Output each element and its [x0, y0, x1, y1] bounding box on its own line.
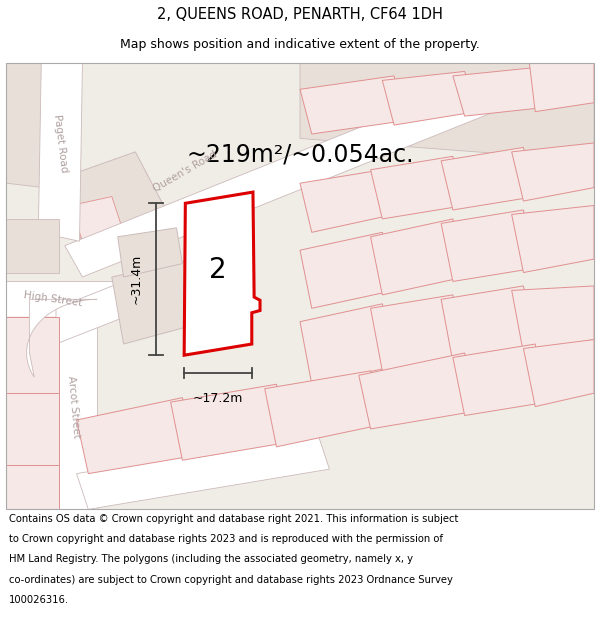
Polygon shape: [56, 281, 136, 344]
Text: Arcot Street: Arcot Street: [66, 375, 82, 438]
Polygon shape: [77, 433, 329, 509]
Polygon shape: [71, 196, 124, 241]
Polygon shape: [6, 62, 594, 509]
Polygon shape: [523, 339, 594, 407]
Text: ~17.2m: ~17.2m: [193, 392, 243, 405]
Polygon shape: [441, 148, 535, 210]
Polygon shape: [371, 219, 464, 295]
Polygon shape: [6, 62, 44, 188]
Text: 2, QUEENS ROAD, PENARTH, CF64 1DH: 2, QUEENS ROAD, PENARTH, CF64 1DH: [157, 8, 443, 22]
Text: Map shows position and indicative extent of the property.: Map shows position and indicative extent…: [120, 38, 480, 51]
Polygon shape: [77, 398, 194, 474]
Text: HM Land Registry. The polygons (including the associated geometry, namely x, y: HM Land Registry. The polygons (includin…: [9, 554, 413, 564]
Text: 2: 2: [209, 256, 226, 284]
Text: Contains OS data © Crown copyright and database right 2021. This information is : Contains OS data © Crown copyright and d…: [9, 514, 458, 524]
Polygon shape: [6, 281, 194, 318]
Polygon shape: [512, 143, 594, 201]
Polygon shape: [359, 353, 476, 429]
Polygon shape: [300, 232, 394, 308]
Text: Paget Road: Paget Road: [52, 113, 69, 173]
Polygon shape: [265, 371, 382, 447]
Polygon shape: [170, 384, 288, 460]
Polygon shape: [6, 219, 59, 272]
Polygon shape: [441, 210, 535, 281]
Polygon shape: [453, 344, 547, 416]
Polygon shape: [300, 62, 594, 161]
Polygon shape: [512, 206, 594, 272]
Polygon shape: [441, 286, 535, 362]
Polygon shape: [47, 152, 170, 241]
Polygon shape: [6, 393, 59, 465]
Text: co-ordinates) are subject to Crown copyright and database rights 2023 Ordnance S: co-ordinates) are subject to Crown copyr…: [9, 575, 453, 585]
Text: High Street: High Street: [23, 290, 83, 308]
Polygon shape: [38, 62, 82, 241]
Polygon shape: [112, 259, 206, 344]
Polygon shape: [6, 465, 59, 509]
Polygon shape: [300, 76, 406, 134]
Polygon shape: [184, 192, 260, 355]
Polygon shape: [371, 295, 464, 371]
Text: Queen's Road: Queen's Road: [152, 149, 219, 194]
Polygon shape: [371, 156, 464, 219]
Polygon shape: [26, 299, 97, 378]
Polygon shape: [512, 286, 594, 353]
Polygon shape: [382, 71, 476, 125]
Polygon shape: [300, 304, 394, 384]
Polygon shape: [453, 67, 547, 116]
Polygon shape: [529, 62, 594, 112]
Polygon shape: [300, 170, 394, 232]
Text: ~31.4m: ~31.4m: [130, 254, 142, 304]
Polygon shape: [65, 76, 506, 277]
Text: to Crown copyright and database rights 2023 and is reproduced with the permissio: to Crown copyright and database rights 2…: [9, 534, 443, 544]
Polygon shape: [118, 228, 182, 277]
Text: ~219m²/~0.054ac.: ~219m²/~0.054ac.: [186, 142, 414, 166]
Polygon shape: [56, 308, 97, 509]
Polygon shape: [6, 318, 59, 393]
Text: 100026316.: 100026316.: [9, 595, 69, 605]
